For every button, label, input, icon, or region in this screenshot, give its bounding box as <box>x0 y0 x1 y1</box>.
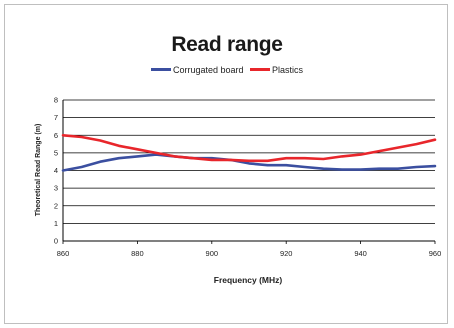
series-line-plastics <box>61 134 437 163</box>
y-tick-label: 3 <box>54 184 58 193</box>
y-tick-label: 1 <box>54 219 58 228</box>
y-tick-label: 6 <box>54 131 58 140</box>
x-tick-label: 940 <box>354 249 367 258</box>
y-tick-labels: 0 1 2 3 4 5 6 7 8 <box>54 96 58 246</box>
legend-label-plastics: Plastics <box>272 64 304 75</box>
y-tick-label: 2 <box>54 201 58 210</box>
x-tick-label: 900 <box>206 249 219 258</box>
x-tick-label: 920 <box>280 249 293 258</box>
y-tick-label: 7 <box>54 113 58 122</box>
x-tick-label: 880 <box>131 249 144 258</box>
y-tick-label: 0 <box>54 237 58 246</box>
x-tick-label: 960 <box>429 249 442 258</box>
series-line-corrugated-board <box>61 153 437 172</box>
legend-item-corrugated: Corrugated board <box>150 64 244 75</box>
axes <box>62 100 436 244</box>
grid-lines <box>63 99 435 242</box>
x-axis-label: Frequency (MHz) <box>214 275 283 285</box>
y-tick-label: 8 <box>54 96 58 105</box>
legend-swatch-corrugated <box>150 68 171 71</box>
chart-frame <box>4 4 448 324</box>
y-tick-label: 4 <box>54 166 58 175</box>
legend-label-corrugated: Corrugated board <box>172 64 244 75</box>
x-tick-label: 860 <box>57 249 70 258</box>
series-lines <box>61 134 437 172</box>
x-tick-labels: 860 880 900 920 940 960 <box>57 249 442 258</box>
y-axis-label: Theoretical Read Range (m) <box>35 124 42 217</box>
y-tick-label: 5 <box>54 148 58 157</box>
chart-legend: Corrugated board Plastics <box>0 63 454 75</box>
legend-swatch-plastics <box>250 68 271 71</box>
legend-item-plastics: Plastics <box>250 65 303 75</box>
chart-title: Read range <box>171 33 283 56</box>
